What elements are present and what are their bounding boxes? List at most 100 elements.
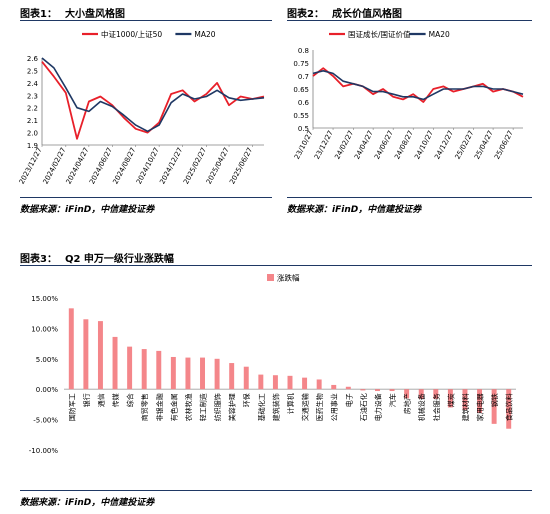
chart-3-bar: [97, 321, 103, 390]
chart-3-category-label: 基础化工: [257, 393, 266, 421]
chart-3-bar: [506, 389, 512, 429]
chart-3-bar: [491, 389, 497, 424]
chart-3-category-label: 通信: [96, 393, 105, 407]
chart-1-x-tick-label: 2024/02/27: [42, 146, 68, 185]
chart-3-category-label: 交通运输: [301, 393, 310, 421]
chart-3-bar: [287, 375, 293, 390]
chart-3-category-label: 钢铁: [490, 393, 499, 407]
chart-3-category-label: 国防军工: [67, 393, 76, 421]
chart-2-y-tick-label: 0.75: [293, 60, 309, 68]
chart-3: 15.00% 10.00% 5.00% 0.00% -5.00% -10.00% 国防军工银…: [29, 273, 516, 455]
chart-2-x-tick-label: 24/04/27: [353, 129, 375, 161]
chart-3-category-label: 有色金属: [169, 393, 178, 421]
chart-3-category-label: 机械设备: [417, 393, 426, 421]
chart-1-x-tick-label: 2024/08/27: [111, 146, 137, 185]
chart-3-bar: [418, 389, 424, 399]
figure-1-source-rule: [20, 197, 272, 198]
figure-3-title-rule: [20, 265, 532, 266]
chart-1-y-tick-label: 2.4: [27, 80, 39, 88]
chart-3-bar: [433, 389, 439, 399]
figure-1-title-rule: [20, 20, 272, 21]
figure-2-source: 数据来源：iFinD，中信建投证券: [287, 205, 422, 215]
figure-1-label: 图表1：: [20, 9, 57, 20]
figure-2-label: 图表2：: [287, 9, 324, 20]
chart-3-bar: [404, 389, 410, 399]
chart-2-y-tick-label: 0.5: [298, 125, 309, 133]
chart-1-y-tick-label: 1.9: [27, 142, 38, 150]
chart-3-bar: [200, 357, 205, 390]
chart-3-bar: [229, 363, 235, 390]
chart-1-x-tick-label: 2024/12/27: [158, 146, 184, 185]
figure-2-title: 图表2： 成长价值风格图: [287, 5, 402, 20]
chart-3-category-label: 房地产: [403, 393, 412, 414]
figure-1-source: 数据来源：iFinD，中信建投证券: [20, 205, 155, 215]
chart-3-bar: [68, 308, 74, 390]
chart-3-bar: [331, 384, 337, 390]
chart-3-bar: [316, 379, 322, 390]
chart-2: 0.8 0.75 0.7 0.65 0.6 0.55 0.523/10/2723/12/27…: [293, 29, 524, 161]
chart-3-bar: [243, 366, 249, 390]
chart-2-series-1-line: [312, 67, 524, 103]
chart-3-bar: [156, 350, 162, 390]
chart-3-category-label: 美容护理: [228, 393, 237, 421]
chart-3-category-label: 非银金融: [155, 393, 164, 421]
chart-3-bar: [302, 377, 308, 390]
chart-3-bar: [141, 349, 147, 390]
chart-2-x-tick-label: 25/06/27: [493, 129, 515, 161]
chart-2-legend-label-2: MA20: [429, 30, 450, 39]
chart-3-category-label: 家用电器: [476, 393, 485, 421]
chart-2-x-tick-label: 25/04/27: [473, 129, 495, 161]
chart-3-category-label: 煤炭: [446, 393, 455, 407]
chart-3-bar: [345, 386, 351, 390]
chart-3-category-label: 医药生物: [315, 393, 324, 421]
chart-1: 2.62.52.42.32.22.12.01.92023/12/272024/0…: [18, 29, 265, 186]
chart-3-category-label: 纺织服饰: [213, 393, 222, 421]
chart-3-bar: [127, 346, 133, 390]
chart-3-category-label: 电力设备: [373, 393, 382, 421]
chart-2-y-tick-label: 0.6: [298, 99, 310, 107]
chart-2-y-tick-label: 0.55: [293, 112, 309, 120]
chart-3-y-tick-label: 10.00%: [31, 325, 58, 333]
chart-1-legend-label-2: MA20: [194, 30, 215, 39]
figure-2-source-rule: [287, 197, 532, 198]
chart-3-category-label: 石油石化: [359, 393, 368, 421]
chart-2-y-tick-label: 0.8: [298, 47, 309, 55]
chart-3-bar: [185, 357, 191, 390]
figure-1-title-text: 大小盘风格图: [64, 9, 125, 20]
chart-3-category-label: 传媒: [111, 393, 120, 407]
chart-3-category-label: 社会服务: [432, 393, 441, 421]
figure-3-title: 图表3： Q2 申万一级行业涨跌幅: [20, 250, 174, 265]
chart-3-bar: [447, 389, 453, 408]
chart-3-category-label: 汽车: [388, 393, 397, 407]
chart-3-bar: [112, 336, 118, 390]
chart-2-legend-label-1: 国证成长/国证价值: [348, 29, 411, 39]
chart-1-y-tick-label: 2.3: [27, 92, 38, 100]
chart-3-bar: [477, 389, 483, 413]
chart-3-bar: [258, 374, 264, 390]
chart-3-y-tick-label: -5.00%: [33, 417, 58, 425]
chart-3-bar: [360, 389, 366, 391]
chart-3-y-tick-label: -10.00%: [29, 447, 59, 455]
figure-2-title-text: 成长价值风格图: [331, 9, 402, 20]
chart-3-y-tick-label: 15.00%: [31, 295, 58, 303]
chart-1-series-2-line: [41, 57, 265, 133]
figure-3-label: 图表3：: [20, 254, 57, 265]
chart-3-category-label: 公用事业: [330, 393, 339, 421]
chart-1-x-tick-label: 2023/12/27: [18, 146, 44, 185]
chart-3-category-label: 建筑材料: [461, 393, 470, 421]
chart-1-y-tick-label: 2.6: [27, 55, 39, 63]
chart-1-legend-label-1: 中证1000/上证50: [101, 29, 162, 39]
chart-3-bar: [389, 389, 395, 392]
chart-1-series-1-line: [41, 61, 265, 140]
chart-2-series-2-line: [312, 69, 524, 101]
chart-3-y-tick-label: 5.00%: [36, 356, 59, 364]
figure-2-title-rule: [287, 20, 532, 21]
figure-3-title-text: Q2 申万一级行业涨跌幅: [64, 254, 174, 265]
chart-3-bar: [83, 319, 89, 390]
chart-2-x-tick-label: 24/10/27: [413, 129, 435, 161]
chart-3-category-label: 农林牧渔: [184, 393, 193, 421]
chart-2-x-tick-label: 23/10/27: [293, 129, 315, 161]
chart-3-bar: [375, 389, 380, 392]
chart-3-category-label: 商贸零售: [140, 393, 149, 421]
chart-3-bar: [170, 356, 176, 390]
